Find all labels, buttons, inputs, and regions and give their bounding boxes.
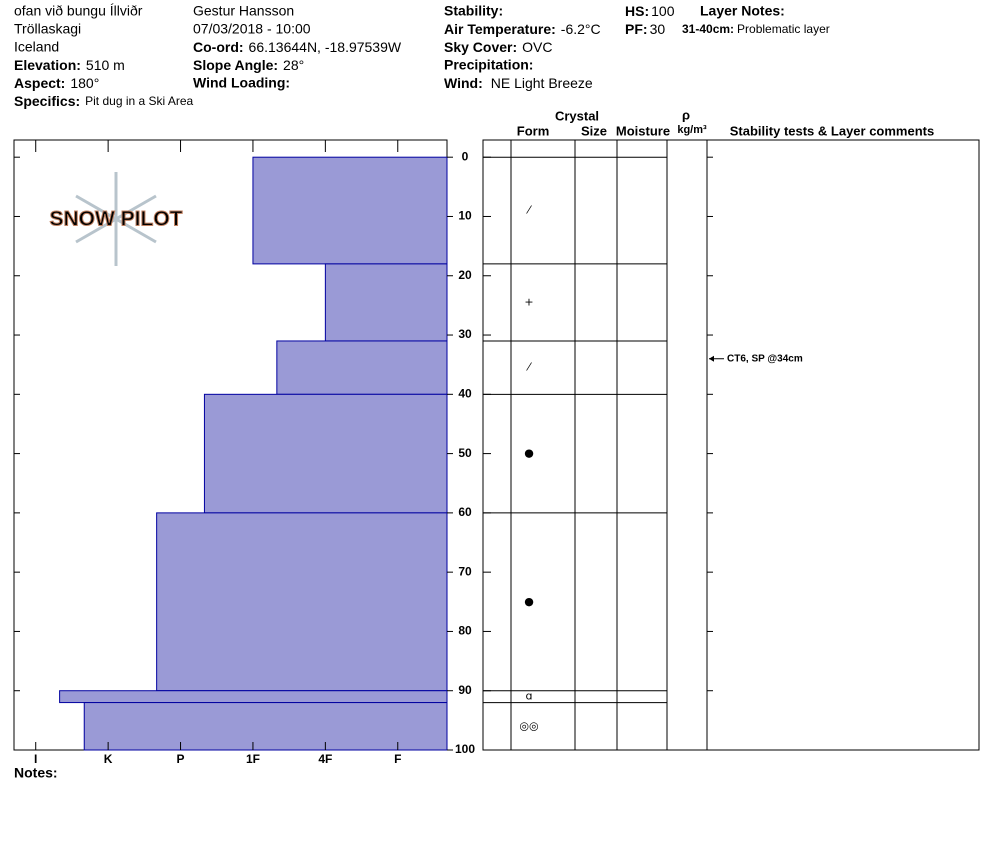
specifics: Specifics: Pit dug in a Ski Area bbox=[14, 93, 194, 109]
field-value: 28° bbox=[283, 57, 304, 73]
grain-form: + bbox=[524, 295, 533, 308]
field-value: 510 m bbox=[86, 57, 125, 73]
hardness-bar bbox=[276, 340, 448, 395]
depth-tick-label: 30 bbox=[458, 327, 472, 341]
grain-form: ⁄ bbox=[525, 204, 532, 217]
field-label: PF: bbox=[625, 21, 648, 37]
field-value: NE Light Breeze bbox=[491, 75, 593, 91]
hardness-bar bbox=[324, 263, 448, 342]
coord: Co-ord: 66.13644N, -18.97539W bbox=[193, 39, 402, 55]
precipitation-label: Precipitation: bbox=[444, 57, 533, 73]
field-label: Air Temperature: bbox=[444, 21, 556, 37]
depth-tick-label: 100 bbox=[455, 742, 475, 756]
field-value: 30 bbox=[650, 21, 666, 37]
field-value: -6.2°C bbox=[561, 21, 601, 37]
depth-tick-label: 20 bbox=[458, 268, 472, 282]
field-label: Slope Angle: bbox=[193, 57, 278, 73]
depth-tick-label: 50 bbox=[458, 446, 472, 460]
header-crystal: Crystal bbox=[555, 108, 599, 123]
layer-note-text: Problematic layer bbox=[737, 22, 830, 36]
header-density-unit: kg/m³ bbox=[677, 124, 707, 136]
hardness-bars bbox=[59, 156, 448, 751]
hardness-bar bbox=[156, 512, 448, 692]
depth-tick-label: 70 bbox=[458, 564, 472, 578]
field-label: HS: bbox=[625, 3, 649, 19]
depth-tick-label: 0 bbox=[462, 149, 469, 163]
region: Tröllaskagi bbox=[14, 21, 81, 37]
grain-form: ɑ bbox=[526, 690, 533, 703]
field-label: Wind: bbox=[444, 75, 483, 91]
grain-form: ⁄ bbox=[525, 361, 532, 374]
hardness-bar bbox=[83, 702, 448, 751]
air-temperature: Air Temperature: -6.2°C bbox=[444, 21, 601, 37]
pf: PF: 30 bbox=[625, 21, 665, 37]
field-value: 66.13644N, -18.97539W bbox=[249, 39, 402, 55]
hardness-bar bbox=[59, 690, 448, 704]
test-comment: CT6, SP @34cm bbox=[727, 353, 803, 364]
field-label: Aspect: bbox=[14, 75, 65, 91]
depth-tick-label: 40 bbox=[458, 386, 472, 400]
aspect: Aspect: 180° bbox=[14, 75, 99, 91]
slope-angle: Slope Angle: 28° bbox=[193, 57, 304, 73]
country: Iceland bbox=[14, 39, 59, 55]
wind-loading-label: Wind Loading: bbox=[193, 75, 290, 91]
field-value: Pit dug in a Ski Area bbox=[85, 94, 193, 108]
field-value: OVC bbox=[522, 39, 552, 55]
table-frame bbox=[482, 139, 980, 751]
table-columns bbox=[510, 140, 708, 750]
header-form: Form bbox=[517, 123, 550, 138]
sky-cover: Sky Cover: OVC bbox=[444, 39, 553, 55]
header: ofan við bungu Íllviðr Tröllaskagi Icela… bbox=[14, 3, 830, 109]
test-arrowhead bbox=[709, 355, 714, 362]
hardness-tick-label: 4F bbox=[318, 752, 332, 766]
stability-label: Stability: bbox=[444, 3, 503, 19]
grain-form: ● bbox=[524, 595, 534, 608]
hardness-tick-label: F bbox=[394, 752, 401, 766]
field-label: Specifics: bbox=[14, 93, 80, 109]
notes-label: Notes: bbox=[14, 765, 58, 781]
hardness-tick-label: 1F bbox=[246, 752, 260, 766]
grain-form: ◎◎ bbox=[519, 719, 538, 732]
field-label: Sky Cover: bbox=[444, 39, 517, 55]
field-label: Co-ord: bbox=[193, 39, 244, 55]
location: ofan við bungu Íllviðr bbox=[14, 3, 143, 19]
depth-tick-label: 60 bbox=[458, 505, 472, 519]
hardness-bar bbox=[203, 393, 448, 514]
header-comments: Stability tests & Layer comments bbox=[730, 123, 934, 138]
field-label: Elevation: bbox=[14, 57, 81, 73]
logo-flake bbox=[75, 194, 157, 244]
depth-tick-label: 90 bbox=[458, 683, 472, 697]
header-rho: ρ bbox=[682, 107, 690, 122]
layer-note-range: 31-40cm: bbox=[682, 22, 734, 36]
hardness-bar bbox=[252, 156, 448, 265]
grain-form: ● bbox=[524, 447, 534, 460]
header-size: Size bbox=[581, 123, 607, 138]
hs: HS: 100 bbox=[625, 3, 675, 19]
datetime: 07/03/2018 - 10:00 bbox=[193, 21, 311, 37]
hardness-tick-label: P bbox=[177, 752, 185, 766]
header-moisture: Moisture bbox=[616, 123, 670, 138]
depth-tick-label: 80 bbox=[458, 624, 472, 638]
hardness-tick-label: I bbox=[34, 752, 37, 766]
layer-notes-label: Layer Notes: bbox=[700, 3, 785, 19]
elevation: Elevation: 510 m bbox=[14, 57, 125, 73]
field-value: 180° bbox=[70, 75, 99, 91]
table-headers: Crystal Form Size Moisture ρ kg/m³ Stabi… bbox=[517, 107, 934, 138]
hardness-tick-label: K bbox=[104, 752, 113, 766]
logo-text: SNOW PILOT bbox=[50, 208, 183, 231]
field-value: 100 bbox=[651, 3, 675, 19]
observer: Gestur Hansson bbox=[193, 3, 294, 19]
layer-note: 31-40cm: Problematic layer bbox=[682, 22, 830, 36]
depth-tick-label: 10 bbox=[458, 209, 472, 223]
logo: SNOW PILOT bbox=[49, 172, 183, 266]
wind: Wind: NE Light Breeze bbox=[444, 75, 593, 91]
